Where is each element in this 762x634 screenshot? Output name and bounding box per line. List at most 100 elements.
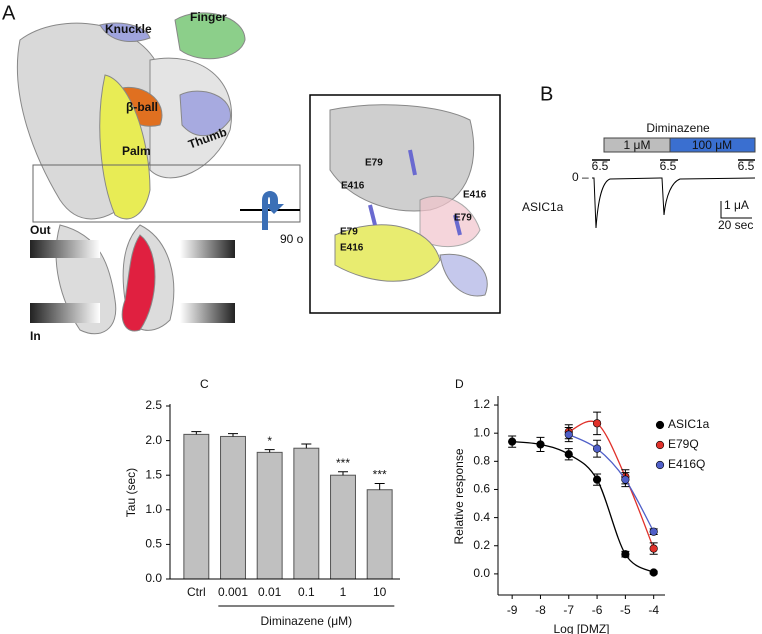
point [536, 440, 545, 449]
inset-structure [329, 104, 488, 297]
membrane [180, 303, 235, 323]
bar [366, 489, 393, 580]
point [621, 550, 630, 559]
domain-label: Knuckle [105, 22, 152, 36]
y-tick-label: 0.6 [473, 482, 490, 496]
domain-label: β-ball [126, 100, 158, 114]
rotation-arrow [240, 191, 300, 230]
drug-label: Diminazene [646, 121, 710, 135]
residue-label: E416 [463, 190, 487, 201]
ph-label: 6.5 [738, 159, 755, 173]
y-axis-label: Relative response [452, 448, 466, 544]
error-bar [338, 471, 348, 476]
domain-label: Finger [190, 10, 227, 24]
bar [330, 474, 356, 580]
x-tick-label: -8 [535, 603, 546, 617]
membrane [30, 240, 100, 258]
bar [256, 451, 283, 580]
legend-marker [655, 440, 665, 450]
residue-label: E79 [454, 213, 472, 224]
legend-label: E416Q [668, 457, 705, 471]
point [592, 419, 602, 428]
bar [293, 447, 320, 580]
x-axis-label: Diminazene (μM) [261, 614, 353, 628]
legend-label: E79Q [668, 437, 699, 451]
fit-curve [568, 420, 655, 549]
trace-label: ASIC1a [522, 200, 564, 214]
error-bar [191, 431, 202, 435]
domain-label: Palm [122, 144, 151, 158]
y-tick-label: 0.2 [473, 538, 490, 552]
x-tick-label: 0.1 [298, 585, 315, 599]
point [649, 544, 658, 553]
membrane-label: In [30, 329, 41, 343]
annotation: *** [336, 456, 350, 470]
panel-a: A Knuckle Finger β-ball Palm Thumb Out I… [2, 2, 501, 343]
y-tick-label: 0.5 [145, 537, 162, 551]
membrane [30, 303, 100, 323]
current-trace [592, 177, 756, 229]
ph-label: 6.5 [592, 159, 609, 173]
x-tick-label: -6 [592, 603, 603, 617]
x-tick-label: -5 [620, 603, 631, 617]
annotation: * [267, 434, 272, 448]
bar [220, 435, 246, 580]
y-tick-label: 0.4 [473, 510, 490, 524]
y-tick-label: 1.0 [473, 425, 490, 439]
panel-b: B Diminazene 1 μM 100 μM 6.5 6.5 6.5 0 –… [522, 83, 756, 232]
residue-label: E79 [365, 158, 383, 169]
legend-marker [655, 420, 665, 430]
scale-bar [720, 201, 752, 219]
residue-label: E416 [340, 243, 364, 254]
residue-label: E79 [340, 227, 358, 238]
y-tick-label: 0.0 [473, 566, 490, 580]
x-tick-label: -7 [563, 603, 574, 617]
point [564, 450, 573, 459]
annotation: *** [373, 468, 387, 482]
x-tick-label: 1 [340, 585, 347, 599]
point [649, 568, 658, 577]
y-tick-label: 0.0 [145, 571, 162, 585]
x-tick-label: 10 [373, 585, 387, 599]
point [649, 527, 658, 536]
y-tick-label: 1.0 [145, 502, 162, 516]
x-tick-label: -9 [507, 603, 518, 617]
protein-structure [16, 12, 246, 335]
scale-label: 20 sec [718, 218, 753, 232]
x-tick-label: Ctrl [187, 585, 206, 599]
scale-label: 1 μA [724, 198, 749, 212]
rotation-label: 90 o [280, 232, 304, 246]
region-box [32, 164, 301, 223]
y-tick-label: 0.8 [473, 453, 490, 467]
fit-curve [512, 440, 655, 574]
residue-label: E416 [341, 181, 365, 192]
point [621, 475, 630, 484]
panel-label: C [200, 377, 209, 391]
point [592, 444, 602, 453]
ph-label: 6.5 [660, 159, 677, 173]
concentration-label: 1 μM [624, 138, 651, 152]
fit-curve [568, 433, 655, 532]
x-axis-label: Log [DMZ] [553, 622, 609, 634]
panel-label: B [540, 83, 553, 105]
point [508, 437, 517, 446]
legend-marker [655, 460, 665, 470]
y-tick-label: 1.2 [473, 397, 490, 411]
concentration-label: 100 μM [692, 138, 732, 152]
error-bar [228, 433, 238, 437]
point [564, 430, 573, 439]
x-tick-label: 0.001 [218, 585, 248, 599]
error-bar [264, 449, 275, 453]
panel-label: D [455, 377, 464, 391]
error-bar [374, 483, 385, 490]
legend-label: ASIC1a [668, 417, 710, 431]
concentration-bar [669, 137, 756, 153]
y-axis-label: Tau (sec) [124, 468, 138, 517]
panel-label: A [2, 2, 16, 24]
bar [183, 433, 210, 580]
zero-label: 0 – [572, 170, 589, 184]
membrane-label: Out [30, 223, 51, 237]
error-bar [301, 443, 312, 449]
x-tick-label: 0.01 [258, 585, 282, 599]
membrane [180, 240, 235, 258]
